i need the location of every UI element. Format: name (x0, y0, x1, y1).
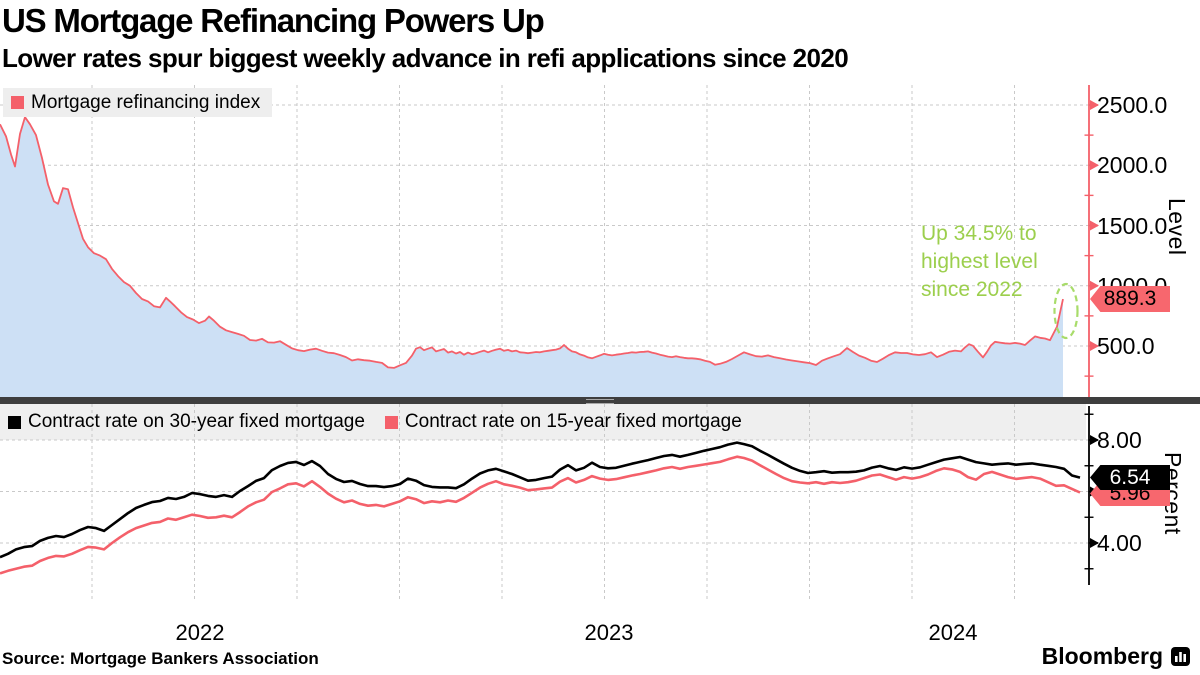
legend-15yr-label: Contract rate on 15-year fixed mortgage (404, 411, 742, 432)
y-tick-label: 8.00 (1097, 427, 1142, 453)
legend-15yr: Contract rate on 15-year fixed mortgage (384, 411, 742, 433)
x-tick-2023: 2023 (584, 620, 634, 645)
legend-30yr: Contract rate on 30-year fixed mortgage (8, 411, 365, 433)
rate15-legend-swatch-icon (384, 415, 398, 429)
bloomberg-bars-icon (1171, 647, 1190, 666)
x-tick-2022: 2022 (175, 620, 225, 645)
rate30-last-value-tag: 6.54 (1090, 465, 1170, 490)
level-axis-title: Level (1164, 198, 1190, 256)
refi-annotation: Up 34.5% to highest level since 2022 (921, 220, 1038, 304)
y-tick-label: 4.00 (1097, 530, 1142, 556)
panel-splitter[interactable] (0, 397, 1200, 404)
annotation-line: Up 34.5% to (921, 222, 1037, 245)
annotation-line: since 2022 (921, 278, 1023, 301)
rate30-legend-swatch-icon (8, 415, 21, 429)
chart-subtitle: Lower rates spur biggest weekly advance … (2, 43, 849, 73)
bloomberg-logo: Bloomberg (1042, 643, 1190, 670)
x-tick-2024: 2024 (928, 620, 978, 645)
bloomberg-wordmark: Bloomberg (1041, 643, 1163, 669)
source-note: Source: Mortgage Bankers Association (2, 649, 319, 668)
y-tick-label: 1500.0 (1097, 212, 1168, 239)
y-tick-label: 2500.0 (1097, 92, 1168, 118)
splitter-grip-icon (586, 399, 614, 404)
y-tick-label: 500.0 (1097, 333, 1155, 359)
y-tick-label: 2000.0 (1097, 152, 1168, 179)
refi-last-value-tag: 889.3 (1090, 286, 1170, 312)
chart-title: US Mortgage Refinancing Powers Up (2, 2, 545, 39)
bottom-legend-band (0, 404, 1086, 440)
legend-refi-label: Mortgage refinancing index (31, 91, 261, 113)
legend-refi: Mortgage refinancing index (3, 88, 273, 117)
refi-legend-swatch-icon (11, 96, 24, 109)
legend-rates: Contract rate on 30-year fixed mortgage … (8, 404, 742, 440)
legend-30yr-label: Contract rate on 30-year fixed mortgage (28, 411, 365, 432)
annotation-line: highest level (921, 250, 1038, 273)
